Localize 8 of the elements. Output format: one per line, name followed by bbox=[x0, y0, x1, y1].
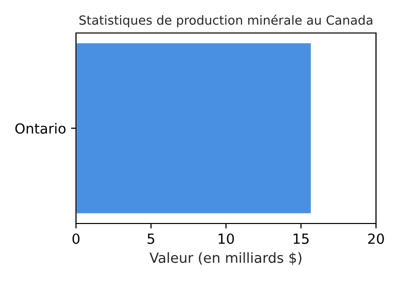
chart-title: Statistiques de production minérale au Canada bbox=[79, 14, 372, 28]
x-tick-label: 5 bbox=[148, 234, 154, 244]
x-tick-label: 0 bbox=[72, 233, 80, 244]
y-tick-label: Ontario bbox=[15, 122, 66, 134]
x-tick-label: 10 bbox=[218, 233, 234, 244]
x-tick-label: 20 bbox=[368, 233, 384, 244]
x-tick-label: 15 bbox=[294, 234, 309, 244]
x-axis-title: Valeur (en milliards $) bbox=[150, 252, 302, 265]
